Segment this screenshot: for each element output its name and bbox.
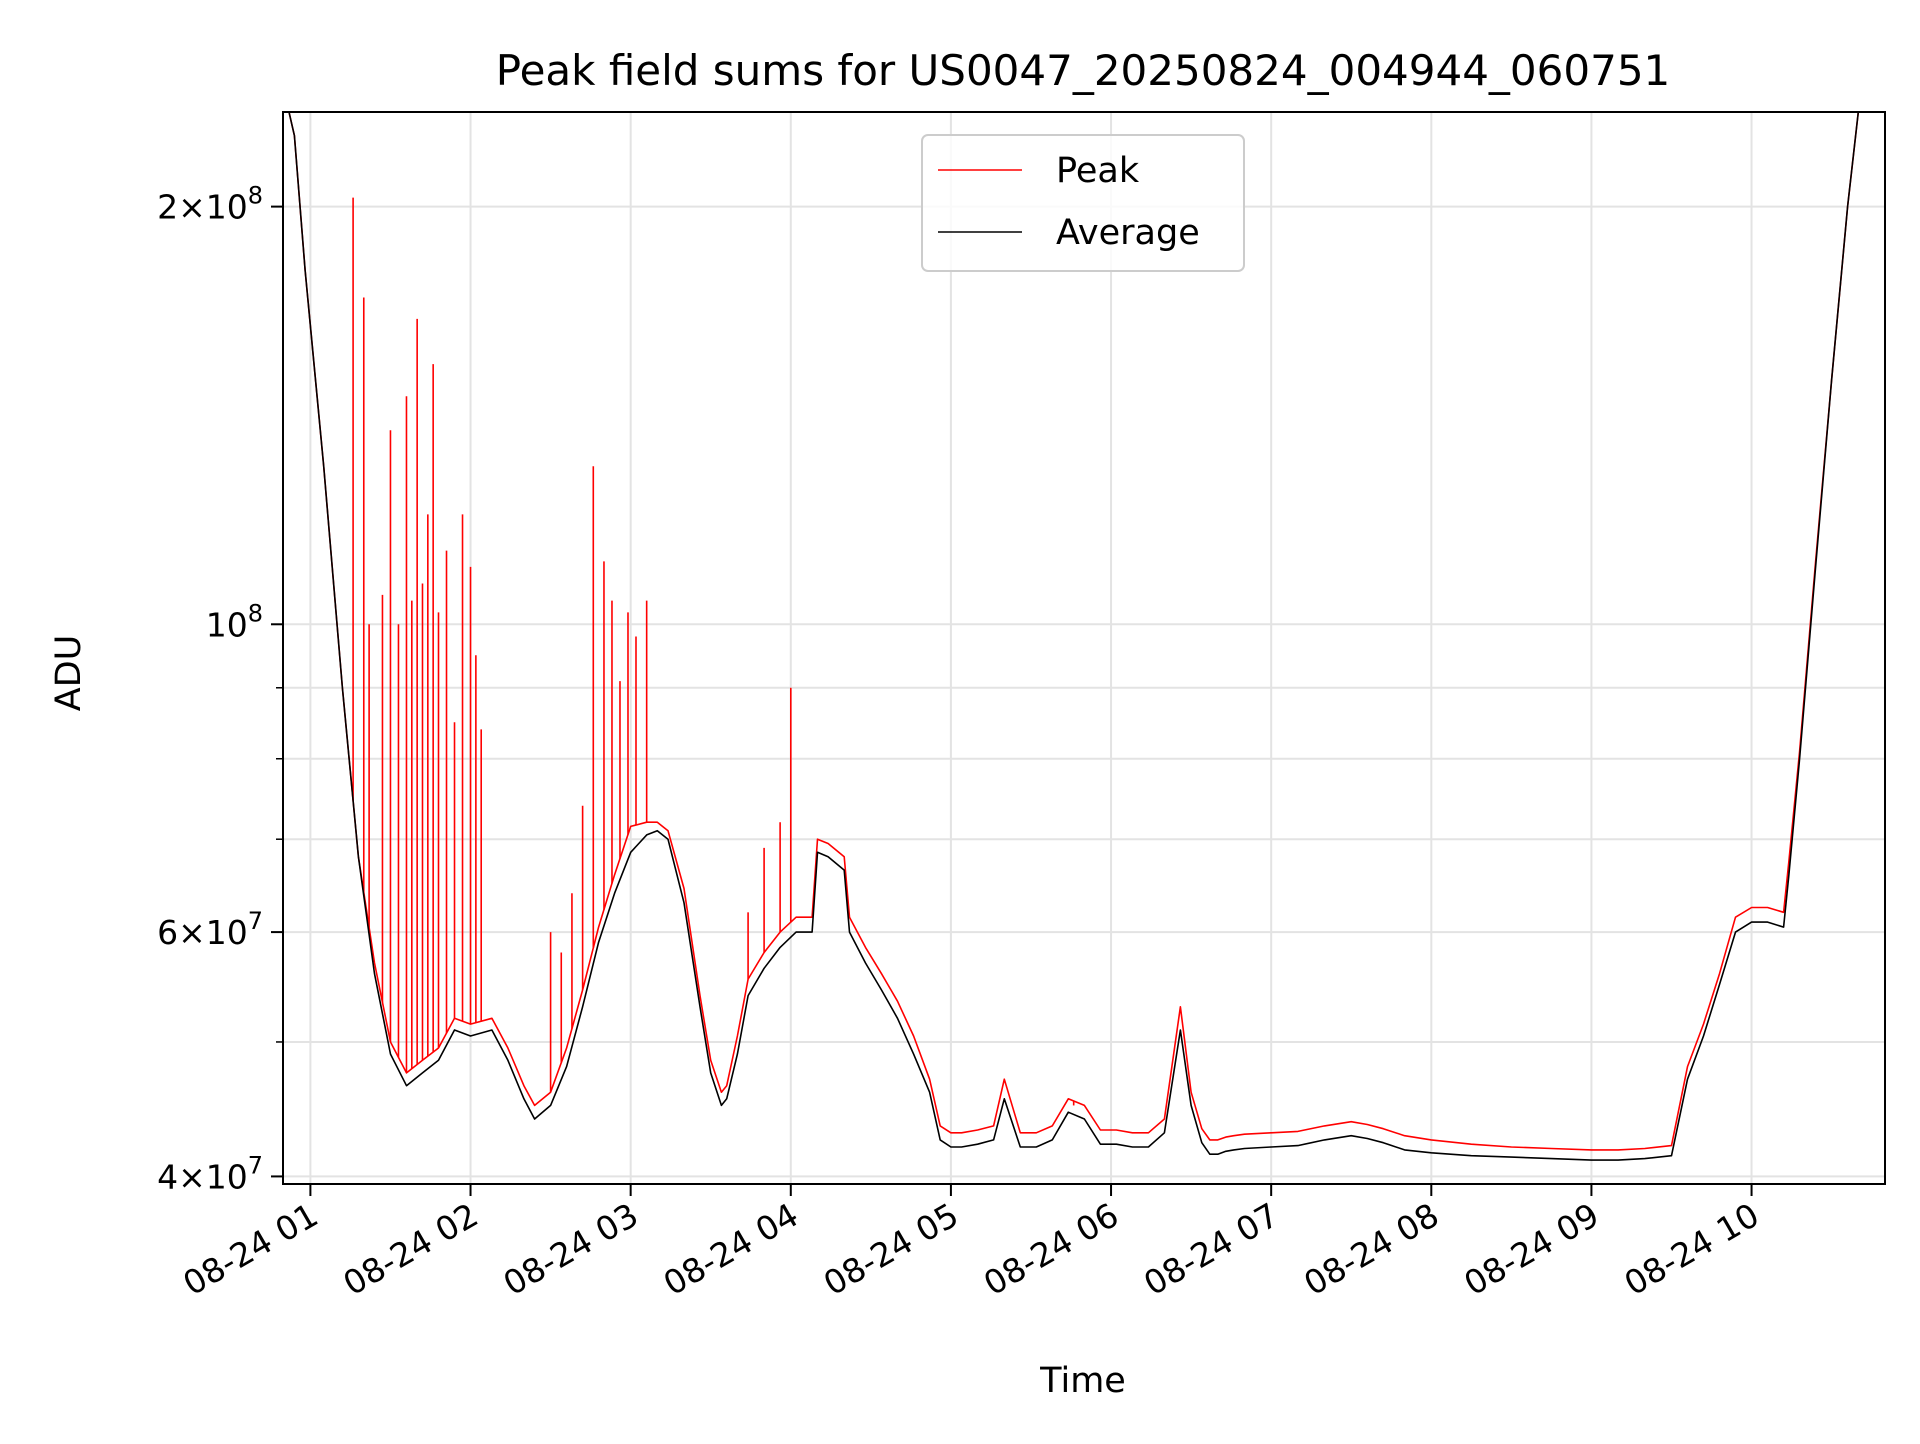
- y-tick-label: 4×107: [157, 1151, 263, 1196]
- y-tick-label: 2×108: [157, 182, 263, 227]
- series-layer: [283, 111, 1885, 1161]
- series-line-average: [283, 111, 1885, 1161]
- legend: Peak Average: [921, 134, 1245, 272]
- y-tick-label: 108: [206, 599, 263, 644]
- plot-frame: [282, 111, 1886, 1185]
- chart-title: Peak field sums for US0047_20250824_0049…: [496, 46, 1671, 95]
- y-tick-label: 6×107: [157, 907, 263, 952]
- x-axis-label: Time: [1039, 1361, 1126, 1401]
- legend-label-average: Average: [1056, 213, 1200, 253]
- legend-label-peak: Peak: [1056, 151, 1140, 191]
- legend-box: [921, 134, 1245, 272]
- y-axis-label: ADU: [49, 635, 89, 712]
- series-line-peak: [283, 111, 1885, 1151]
